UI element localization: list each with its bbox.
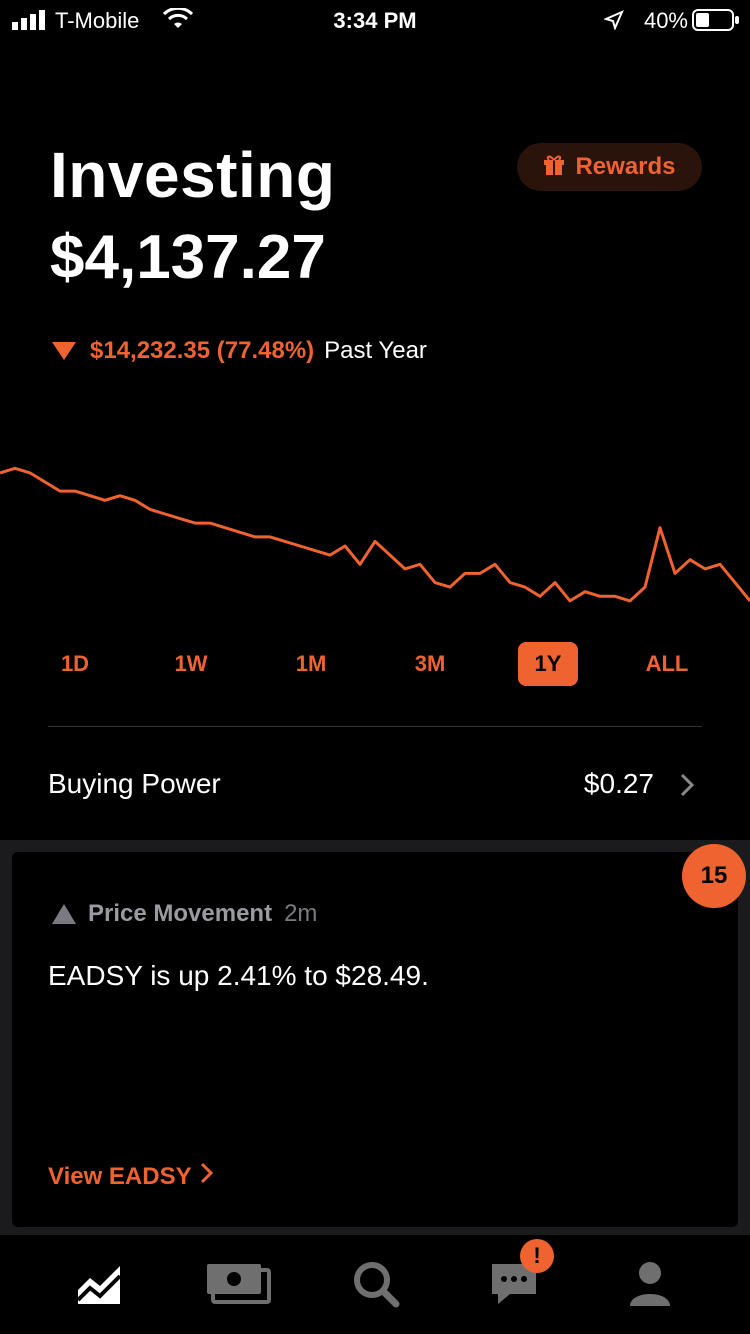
view-link-label: View EADSY	[48, 1162, 192, 1190]
rewards-button[interactable]: Rewards	[517, 143, 702, 191]
portfolio-value: $4,137.27	[50, 223, 326, 292]
cash-icon	[205, 1262, 271, 1311]
wifi-icon	[162, 6, 194, 36]
location-icon	[603, 10, 624, 36]
chart-series-line	[0, 466, 750, 603]
range-tab-1m[interactable]: 1M	[295, 651, 327, 676]
card-category: Price Movement	[88, 900, 273, 927]
signal-icon	[12, 10, 48, 36]
range-tab-all[interactable]: ALL	[645, 651, 689, 676]
up-triangle-icon	[52, 904, 76, 924]
messages-alert-badge: !	[520, 1239, 554, 1273]
change-period: Past Year	[324, 337, 427, 364]
battery-percent: 40%	[643, 8, 688, 33]
view-eadsy-link[interactable]: View EADSY	[48, 1162, 214, 1191]
page-title: Investing	[50, 139, 336, 211]
divider	[48, 726, 702, 727]
notification-card[interactable]	[12, 852, 738, 1227]
card-header: Price Movement 2m	[52, 900, 317, 928]
nav-account[interactable]	[610, 1256, 690, 1316]
buying-power-label: Buying Power	[48, 768, 221, 799]
gift-icon	[543, 152, 565, 183]
person-icon	[628, 1260, 672, 1313]
range-tab-1y[interactable]: 1Y	[518, 642, 578, 686]
nav-investing[interactable]	[60, 1256, 140, 1316]
change-summary: $14,232.35 (77.48%) Past Year	[52, 337, 427, 365]
card-count-badge: 15	[682, 844, 746, 908]
battery-icon	[692, 9, 740, 37]
bottom-nav: !	[0, 1236, 750, 1334]
nav-messages[interactable]	[474, 1256, 554, 1316]
down-triangle-icon	[52, 342, 76, 360]
card-message: EADSY is up 2.41% to $28.49.	[48, 960, 429, 991]
range-tab-3m[interactable]: 3M	[414, 651, 446, 676]
chart-line-icon	[76, 1260, 124, 1313]
clock: 3:34 PM	[333, 8, 417, 33]
chevron-right-icon	[680, 772, 695, 804]
nav-banking[interactable]	[198, 1256, 278, 1316]
portfolio-chart[interactable]	[0, 440, 750, 620]
nav-search[interactable]	[336, 1256, 416, 1316]
range-tab-1d[interactable]: 1D	[60, 651, 90, 676]
buying-power-amount: $0.27	[583, 768, 654, 799]
status-bar: T-Mobile 3:34 PM 40%	[0, 0, 750, 40]
range-tabs: 1D 1W 1M 3M 1Y ALL	[0, 642, 750, 686]
card-timestamp: 2m	[284, 900, 318, 927]
buying-power-row[interactable]: Buying Power $0.27	[48, 760, 702, 808]
change-amount: $14,232.35 (77.48%)	[90, 337, 315, 364]
rewards-label: Rewards	[575, 153, 676, 180]
chevron-right-icon	[200, 1162, 214, 1191]
carrier-label: T-Mobile	[55, 8, 140, 33]
chat-icon	[488, 1260, 540, 1313]
range-tab-1w[interactable]: 1W	[174, 651, 208, 676]
search-icon	[352, 1260, 400, 1313]
